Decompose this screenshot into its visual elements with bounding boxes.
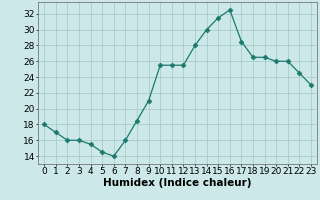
- X-axis label: Humidex (Indice chaleur): Humidex (Indice chaleur): [103, 178, 252, 188]
